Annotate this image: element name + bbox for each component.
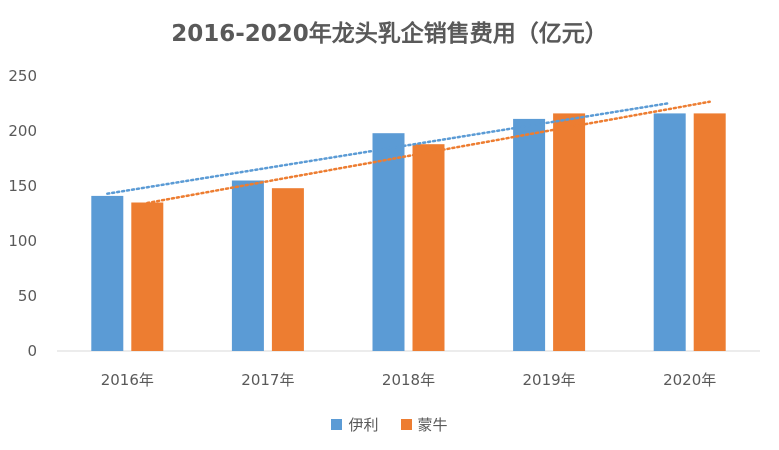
x-tick-label: 2020年 — [663, 371, 716, 389]
legend-swatch-mengniu — [400, 419, 412, 430]
x-tick-label: 2019年 — [523, 371, 576, 389]
bar-mengniu-2018年 — [412, 144, 445, 351]
bar-yili-2020年 — [653, 113, 686, 352]
bar-yili-2019年 — [513, 118, 546, 352]
y-tick-label: 100 — [8, 232, 37, 250]
legend-swatch-yili — [331, 419, 343, 430]
bar-yili-2018年 — [372, 133, 405, 351]
legend-item-yili[interactable]: 伊利 — [331, 414, 379, 435]
bar-mengniu-2017年 — [271, 188, 304, 351]
x-tick-label: 2016年 — [101, 371, 154, 389]
legend: 伊利 蒙牛 — [0, 414, 779, 435]
bar-mengniu-2016年 — [131, 202, 164, 351]
bar-mengniu-2020年 — [693, 113, 726, 352]
bar-yili-2016年 — [91, 195, 124, 351]
chart-title: 2016-2020年龙头乳企销售费用（亿元） — [171, 21, 608, 47]
trendline-mengniu — [146, 100, 711, 205]
bar-yili-2017年 — [231, 180, 264, 351]
y-tick-label: 250 — [8, 67, 37, 85]
bar-mengniu-2019年 — [553, 113, 586, 352]
y-tick-label: 200 — [8, 122, 37, 140]
legend-item-mengniu[interactable]: 蒙牛 — [400, 414, 448, 435]
y-tick-label: 150 — [8, 177, 37, 195]
y-tick-label: 50 — [18, 287, 37, 305]
y-tick-label: 0 — [27, 342, 37, 360]
legend-label-yili: 伊利 — [348, 416, 379, 434]
legend-label-mengniu: 蒙牛 — [417, 416, 448, 434]
x-tick-label: 2017年 — [241, 371, 294, 389]
x-tick-label: 2018年 — [382, 371, 435, 389]
trendline-yili — [106, 101, 671, 195]
